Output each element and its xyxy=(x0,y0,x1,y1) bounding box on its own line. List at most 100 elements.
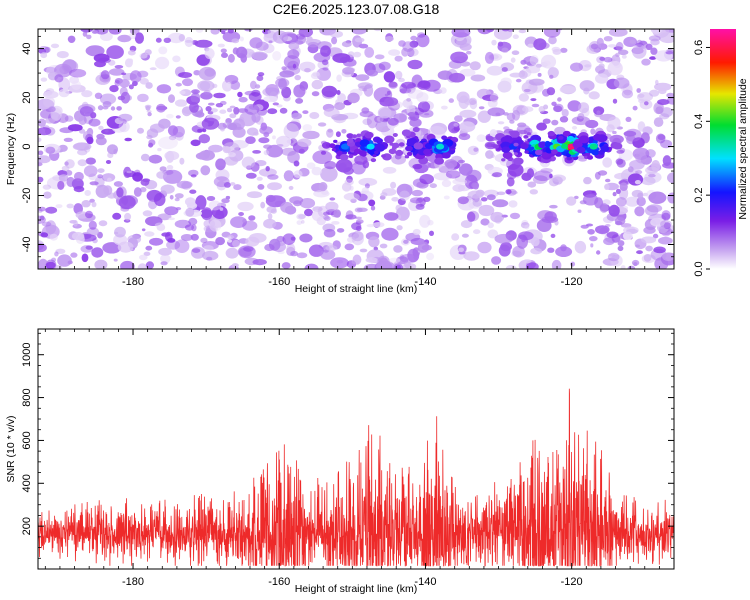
heatmap-cell xyxy=(401,81,416,89)
heatmap-signal-cell xyxy=(513,148,520,154)
heatmap-cell xyxy=(379,243,388,249)
heatmap-cell xyxy=(399,88,412,94)
heatmap-cell xyxy=(354,37,365,43)
heatmap-cell xyxy=(488,53,503,61)
heatmap-cell xyxy=(629,39,636,44)
heatmap-cell xyxy=(635,244,640,248)
heatmap-cell xyxy=(254,84,261,89)
heatmap-cell xyxy=(551,119,559,126)
heatmap-cell xyxy=(458,133,471,141)
heatmap-cell xyxy=(38,215,46,224)
heatmap-cell xyxy=(82,31,88,37)
heatmap-cell xyxy=(492,172,502,178)
heatmap-signal-cell xyxy=(360,152,367,157)
snr-x-label: Height of straight line (km) xyxy=(295,583,418,595)
heatmap-cell xyxy=(280,201,294,213)
heatmap-cell xyxy=(526,168,535,179)
heatmap-cell xyxy=(468,97,477,105)
heatmap-cell xyxy=(666,96,674,105)
heatmap-cell xyxy=(227,53,235,63)
heatmap-cell xyxy=(332,53,351,63)
heatmap-cell xyxy=(423,196,431,202)
heatmap-cell xyxy=(117,34,132,43)
heatmap-cell xyxy=(155,56,170,70)
heatmap-cell xyxy=(583,176,592,185)
heatmap-cell xyxy=(501,67,508,72)
heatmap-signal-cell xyxy=(346,138,354,144)
heatmap-cell xyxy=(409,197,424,204)
heatmap-cell xyxy=(637,92,653,102)
heatmap-cell xyxy=(551,259,562,269)
y-tick-label: 400 xyxy=(21,474,33,492)
heatmap-cell xyxy=(201,241,219,250)
heatmap-cell xyxy=(486,65,504,76)
heatmap-cell xyxy=(92,30,98,34)
heatmap-cell xyxy=(109,85,119,93)
heatmap-cell xyxy=(532,175,548,185)
y-tick-label: 200 xyxy=(21,517,33,535)
x-tick-label: -140 xyxy=(414,576,436,588)
heatmap-cell xyxy=(40,52,48,59)
heatmap-cell xyxy=(212,83,218,89)
heatmap-cell xyxy=(299,198,316,209)
colorbar-tick-label: 0.4 xyxy=(693,114,705,129)
heatmap-cell xyxy=(94,259,108,269)
heatmap-cell xyxy=(508,200,518,208)
heatmap-signal-cell xyxy=(562,130,571,137)
heatmap-cell xyxy=(520,222,530,229)
heatmap-signal-cell xyxy=(359,139,370,147)
heatmap-cell xyxy=(533,170,553,181)
heatmap-cell xyxy=(84,190,91,196)
heatmap-cell xyxy=(396,264,401,269)
heatmap-cell xyxy=(264,243,275,252)
heatmap-cell xyxy=(144,231,155,237)
heatmap-cell xyxy=(302,124,313,132)
heatmap-cell xyxy=(486,29,494,33)
heatmap-cell xyxy=(399,84,408,94)
heatmap-cell xyxy=(231,38,240,44)
heatmap-cell xyxy=(625,196,640,207)
spectrogram-panel: -180 -160 -140 -120 -40 -20 0 20 40 Height of s… xyxy=(5,28,675,295)
heatmap-cell xyxy=(301,220,305,224)
heatmap-cell xyxy=(156,223,166,231)
heatmap-cell xyxy=(641,176,656,186)
heatmap-cell xyxy=(548,36,557,45)
heatmap-cell xyxy=(624,128,642,142)
y-tick-label: 0 xyxy=(21,143,33,149)
heatmap-cell xyxy=(631,259,640,266)
colorbar-tick-label: 0.6 xyxy=(693,40,705,55)
heatmap-cell xyxy=(132,172,144,182)
heatmap-cell xyxy=(412,247,421,257)
heatmap-cell xyxy=(169,195,174,200)
heatmap-cell xyxy=(282,233,296,245)
heatmap-cell xyxy=(459,109,477,118)
heatmap-cell xyxy=(58,88,70,98)
heatmap-cell xyxy=(117,95,126,101)
heatmap-cell xyxy=(364,47,375,58)
heatmap-signal-cell xyxy=(578,135,590,144)
heatmap-cell xyxy=(383,71,396,83)
heatmap-cell xyxy=(477,110,491,123)
heatmap-cell xyxy=(118,195,136,210)
heatmap-cell xyxy=(598,63,605,69)
heatmap-cell xyxy=(149,67,157,71)
heatmap-cell xyxy=(550,233,556,238)
heatmap-cell xyxy=(265,195,286,208)
heatmap-cell xyxy=(530,237,540,247)
heatmap-cell xyxy=(116,187,124,198)
heatmap-signal-cell xyxy=(600,145,610,152)
heatmap-cell xyxy=(219,207,224,211)
heatmap-cell xyxy=(124,212,132,221)
heatmap-cell xyxy=(158,46,168,55)
heatmap-cell xyxy=(101,173,116,182)
heatmap-signal-cell xyxy=(364,131,374,139)
heatmap-cell xyxy=(621,89,634,99)
heatmap-signal-cell xyxy=(375,138,383,144)
y-tick-label: -20 xyxy=(21,188,33,204)
heatmap-cell xyxy=(190,233,199,241)
spectrogram-frame xyxy=(37,28,675,270)
heatmap-cell xyxy=(412,163,423,170)
heatmap-cell xyxy=(378,61,391,71)
heatmap-cell xyxy=(156,84,172,94)
heatmap-cell xyxy=(588,41,602,52)
